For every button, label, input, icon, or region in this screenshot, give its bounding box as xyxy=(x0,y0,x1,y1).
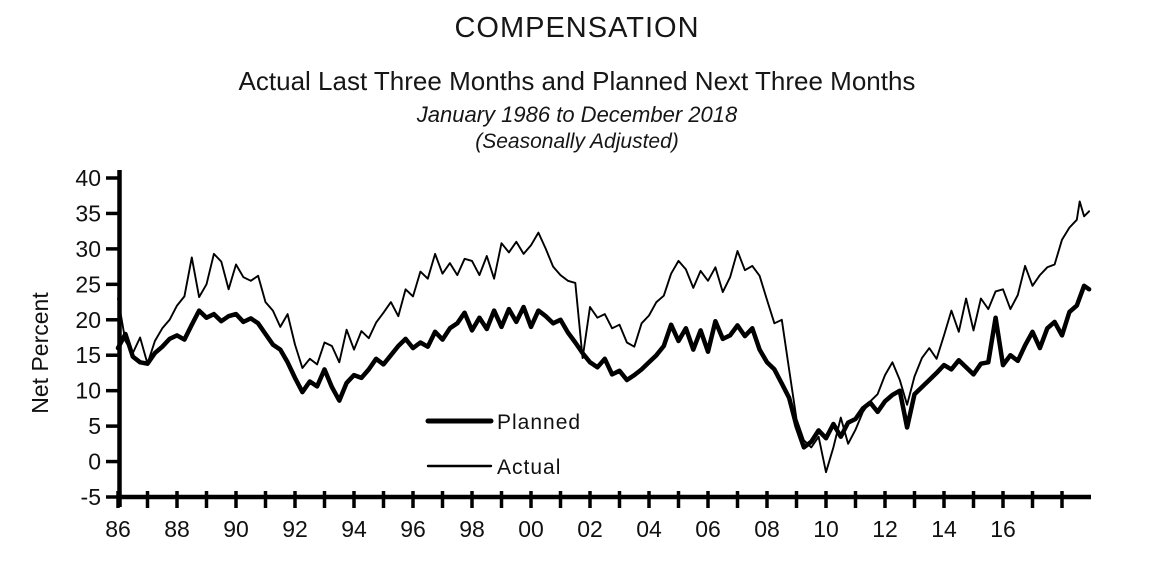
x-tick-label: 12 xyxy=(872,516,898,542)
y-axis-title: Net Percent xyxy=(27,292,53,414)
chart-period: January 1986 to December 2018 xyxy=(416,102,738,127)
x-tick-label: 88 xyxy=(164,516,190,542)
x-tick-label: 08 xyxy=(754,516,780,542)
y-tick-label: 25 xyxy=(75,271,101,297)
y-tick-label: 0 xyxy=(88,449,101,475)
x-tick-label: 10 xyxy=(813,516,839,542)
x-tick-label: 14 xyxy=(931,516,957,542)
y-tick-label: 15 xyxy=(75,342,101,368)
y-tick-label: 30 xyxy=(75,236,101,262)
x-tick-label: 94 xyxy=(341,516,367,542)
x-tick-label: 02 xyxy=(577,516,603,542)
x-tick-label: 96 xyxy=(400,516,426,542)
x-tick-label: 04 xyxy=(636,516,662,542)
x-tick-label: 92 xyxy=(282,516,308,542)
y-tick-label: 5 xyxy=(88,413,101,439)
x-tick-label: 86 xyxy=(105,516,131,542)
x-tick-label: 06 xyxy=(695,516,721,542)
x-tick-label: 00 xyxy=(518,516,544,542)
y-tick-label: 10 xyxy=(75,378,101,404)
x-tick-label: 90 xyxy=(223,516,249,542)
x-tick-label: 98 xyxy=(459,516,485,542)
chart-title: COMPENSATION xyxy=(454,12,700,44)
y-tick-label: -5 xyxy=(81,484,101,510)
series-line-planned xyxy=(115,283,1092,450)
y-tick-label: 40 xyxy=(75,165,101,191)
chart-note: (Seasonally Adjusted) xyxy=(475,130,679,153)
y-tick-label: 20 xyxy=(75,307,101,333)
series-line-actual xyxy=(117,200,1091,474)
y-tick-label: 35 xyxy=(75,200,101,226)
legend-label-planned: Planned xyxy=(497,411,581,434)
x-tick-label: 16 xyxy=(990,516,1016,542)
chart-subtitle: Actual Last Three Months and Planned Nex… xyxy=(238,66,916,96)
legend-label-actual: Actual xyxy=(497,456,561,479)
